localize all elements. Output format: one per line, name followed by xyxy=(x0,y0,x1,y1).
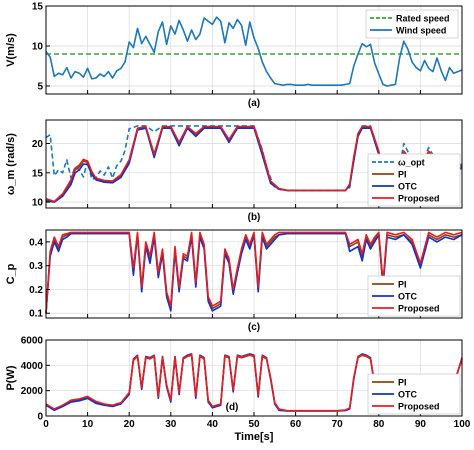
y-tick-label: 0.2 xyxy=(29,285,43,296)
x-tick-label: 10 xyxy=(82,419,94,430)
legend-entry: Proposed xyxy=(398,304,440,314)
series-line-otc xyxy=(45,232,463,314)
legend: Rated speed Wind speed xyxy=(365,9,459,39)
panel-4: 0 2000 4000 6000 0 10 20 30 40 50 60 70 80 90 100 P(W) T… xyxy=(5,336,471,444)
y-axis-label: ω_m (rad/s) xyxy=(5,133,17,195)
panel-1: 5 10 15 V(m/s) (a) Rated speed Wind speed xyxy=(5,2,463,109)
x-tick-label: 0 xyxy=(43,419,49,430)
x-tick-label: 20 xyxy=(124,419,136,430)
y-axis-label: C_p xyxy=(5,263,17,284)
legend-entry: PI xyxy=(398,170,407,180)
legend-entry: PI xyxy=(398,280,407,290)
panel-2: 10 15 20 ω_m (rad/s) (b) ω_opt PI OTC Proposed xyxy=(5,119,463,223)
x-tick-label: 60 xyxy=(290,419,302,430)
y-tick-label: 15 xyxy=(32,2,44,13)
y-tick-label: 0.3 xyxy=(29,261,43,272)
y-tick-label: 4000 xyxy=(21,361,44,372)
legend: PI OTC Proposed xyxy=(367,373,461,415)
panel-3: 0.1 0.2 0.3 0.4 C_p (c) PI OTC Proposed xyxy=(5,229,463,333)
legend-entry: Proposed xyxy=(398,402,440,412)
legend-entry: ω_opt xyxy=(398,158,425,168)
series-line--opt xyxy=(45,125,463,192)
y-tick-label: 0 xyxy=(37,412,43,423)
legend-entry: PI xyxy=(398,378,407,388)
legend-entry: Proposed xyxy=(398,194,440,204)
y-tick-label: 10 xyxy=(32,42,44,53)
y-axis-label: P(W) xyxy=(5,365,17,390)
x-tick-label: 90 xyxy=(415,419,427,430)
legend-entry: OTC xyxy=(398,292,417,302)
x-tick-label: 50 xyxy=(248,419,260,430)
legend-box xyxy=(365,9,459,39)
legend-entry: Rated speed xyxy=(396,14,450,24)
x-tick-label: 80 xyxy=(373,419,385,430)
y-tick-label: 2000 xyxy=(21,386,44,397)
y-tick-label: 6000 xyxy=(21,336,44,347)
x-tick-label: 70 xyxy=(332,419,344,430)
x-tick-label: 30 xyxy=(165,419,177,430)
legend-entry: OTC xyxy=(398,390,417,400)
panel-label: (a) xyxy=(248,98,260,109)
x-tick-label: 100 xyxy=(454,419,471,430)
legend-entry: OTC xyxy=(398,182,417,192)
x-tick-label: 40 xyxy=(207,419,219,430)
y-axis-label: V(m/s) xyxy=(5,33,17,67)
panel-label: (c) xyxy=(248,322,260,333)
y-tick-label: 15 xyxy=(32,168,44,179)
y-tick-label: 20 xyxy=(32,139,44,150)
y-tick-label: 10 xyxy=(32,198,44,209)
legend-entry: Wind speed xyxy=(396,26,446,36)
y-tick-label: 0.1 xyxy=(29,309,43,320)
y-tick-label: 5 xyxy=(37,82,43,93)
panel-label: (d) xyxy=(226,402,239,413)
x-axis-label: Time[s] xyxy=(235,431,274,443)
series-line-proposed xyxy=(45,231,463,314)
series-line-wind-speed xyxy=(45,16,463,87)
legend: PI OTC Proposed xyxy=(367,275,461,317)
y-tick-label: 0.4 xyxy=(29,237,43,248)
legend: ω_opt PI OTC Proposed xyxy=(367,153,461,207)
panel-label: (b) xyxy=(248,212,261,223)
